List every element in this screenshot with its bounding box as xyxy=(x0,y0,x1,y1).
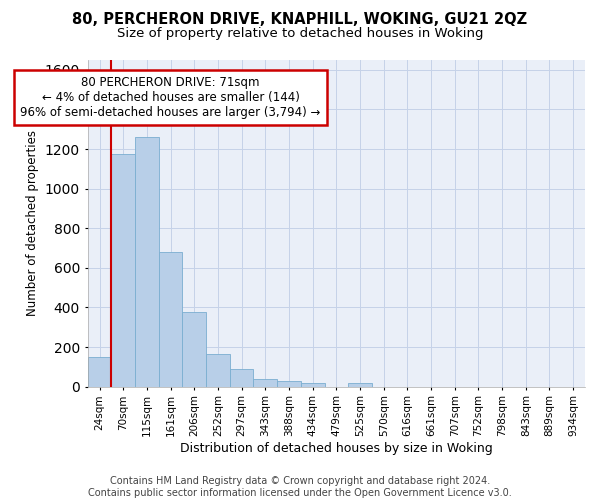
Bar xyxy=(206,354,230,386)
X-axis label: Distribution of detached houses by size in Woking: Distribution of detached houses by size … xyxy=(180,442,493,455)
Text: 80, PERCHERON DRIVE, KNAPHILL, WOKING, GU21 2QZ: 80, PERCHERON DRIVE, KNAPHILL, WOKING, G… xyxy=(73,12,527,28)
Y-axis label: Number of detached properties: Number of detached properties xyxy=(26,130,39,316)
Bar xyxy=(277,381,301,386)
Bar xyxy=(112,154,135,386)
Bar xyxy=(301,382,325,386)
Text: Contains HM Land Registry data © Crown copyright and database right 2024.
Contai: Contains HM Land Registry data © Crown c… xyxy=(88,476,512,498)
Bar xyxy=(253,379,277,386)
Bar xyxy=(348,382,372,386)
Text: Size of property relative to detached houses in Woking: Size of property relative to detached ho… xyxy=(117,28,483,40)
Bar xyxy=(230,370,253,386)
Text: 80 PERCHERON DRIVE: 71sqm
← 4% of detached houses are smaller (144)
96% of semi-: 80 PERCHERON DRIVE: 71sqm ← 4% of detach… xyxy=(20,76,321,119)
Bar xyxy=(159,252,182,386)
Bar xyxy=(135,137,159,386)
Bar xyxy=(88,357,112,386)
Bar xyxy=(182,312,206,386)
